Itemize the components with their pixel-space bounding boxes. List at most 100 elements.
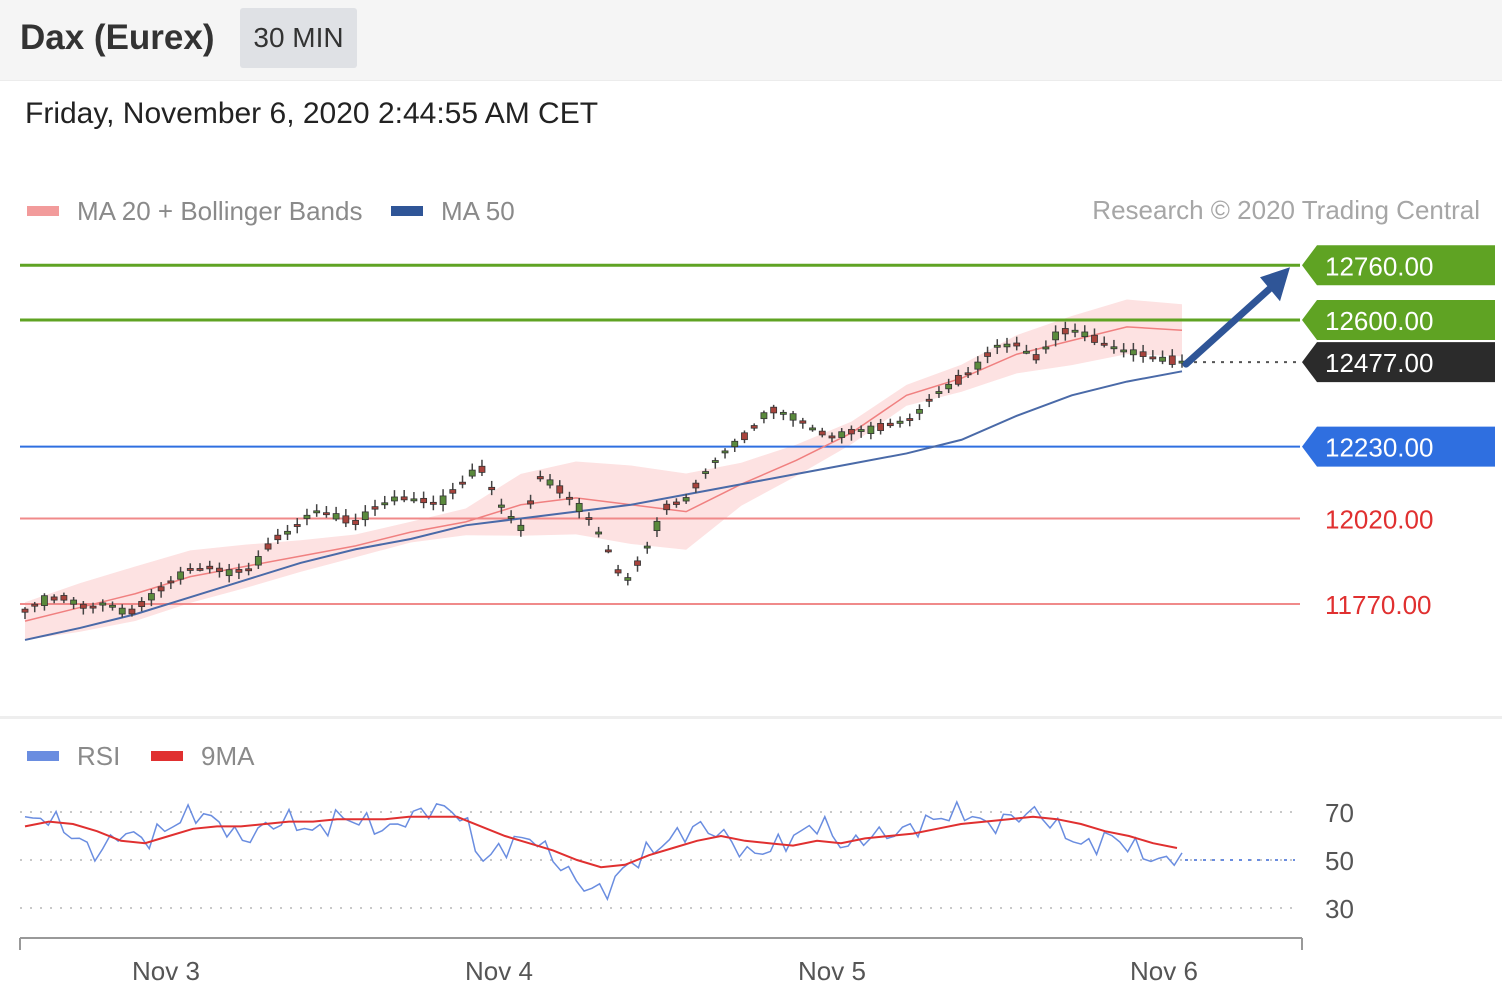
candle-body [147, 593, 155, 601]
candle-body [604, 549, 612, 553]
candle-body [964, 372, 972, 376]
candle-body [916, 409, 923, 414]
panel-divider [0, 716, 1502, 719]
candle-body [478, 465, 486, 473]
candle-body [1061, 328, 1069, 335]
interval-button[interactable]: 30 MIN [240, 8, 357, 68]
candle-body [770, 406, 778, 414]
candle-body [498, 504, 505, 508]
candle-body [186, 568, 194, 571]
candle-body [449, 489, 457, 494]
candle-body [750, 425, 758, 429]
candle-body [624, 577, 632, 581]
candle-body [711, 460, 719, 463]
candle-body [867, 425, 875, 435]
candle-body [342, 515, 350, 524]
candle-body [167, 580, 175, 584]
candle-body [352, 520, 359, 525]
candle-body [527, 500, 534, 505]
candle-body [206, 565, 214, 570]
candle-body [196, 568, 204, 571]
candle-body [614, 569, 622, 574]
candle-body [1129, 349, 1137, 356]
legend-label-ma50: MA 50 [441, 196, 515, 226]
candle-body [381, 502, 389, 506]
candle-body [1149, 356, 1157, 360]
candle-body [634, 560, 641, 566]
rsi-tick-label: 70 [1325, 798, 1354, 828]
legend-swatch-9ma [151, 751, 183, 761]
candle-body [41, 595, 48, 606]
candle-body [789, 413, 797, 421]
level-label-box-resistance [1302, 300, 1495, 340]
candle-body [517, 524, 525, 531]
forecast-arrow-head [1260, 267, 1290, 302]
candle-body [99, 602, 107, 606]
candle-body [886, 422, 894, 427]
candle-body [1120, 349, 1128, 353]
legend-label-9ma: 9MA [201, 741, 255, 771]
candle-body [225, 569, 233, 577]
candle-body [838, 431, 846, 438]
candle-body [643, 545, 651, 549]
legend-swatch-ma50 [391, 206, 423, 216]
copyright-notice: Research © 2020 Trading Central [1092, 195, 1480, 225]
candle-body [1023, 350, 1030, 354]
candle-body [1168, 355, 1176, 365]
candle-body [906, 418, 914, 421]
candle-body [60, 595, 68, 601]
candle-body [993, 344, 1001, 348]
candle-body [818, 430, 826, 436]
candle-body [70, 599, 78, 605]
legend-swatch-rsi [27, 751, 59, 761]
candle-body [1159, 356, 1166, 362]
candle-body [420, 497, 428, 504]
candle-body [361, 511, 369, 521]
candle-body [1091, 334, 1098, 343]
candle-body [857, 429, 865, 432]
candle-body [585, 517, 593, 520]
candle-body [1003, 343, 1011, 348]
legend-label-rsi: RSI [77, 741, 121, 771]
candle-body [702, 471, 709, 474]
candle-body [157, 586, 165, 592]
candle-body [682, 497, 690, 502]
candle-body [138, 601, 146, 608]
rsi-line [24, 799, 1183, 902]
candle-body [50, 596, 58, 601]
candles-group [21, 321, 1186, 620]
candle-body [575, 502, 583, 512]
candle-body [293, 524, 301, 527]
candle-body [391, 496, 398, 502]
candle-body [429, 501, 437, 505]
candle-body [945, 383, 953, 390]
legend-label-ma20: MA 20 + Bollinger Bands [77, 196, 363, 226]
level-label-box-resistance [1302, 245, 1495, 286]
candle-body [89, 605, 97, 609]
candle-body [488, 486, 496, 491]
candle-body [1139, 351, 1147, 357]
rsi-tick-label: 50 [1325, 846, 1354, 876]
level-label-box-pivot [1302, 426, 1495, 467]
instrument-title: Dax (Eurex) [20, 18, 215, 57]
candle-body [332, 513, 340, 520]
candle-body [1110, 346, 1118, 350]
candle-body [128, 608, 136, 615]
x-axis-tick-label: Nov 3 [132, 956, 200, 986]
candle-body [1081, 331, 1089, 337]
candle-body [556, 485, 564, 494]
candle-body [323, 512, 330, 516]
candle-body [1042, 346, 1050, 350]
chart-header: Dax (Eurex) 30 MIN [0, 0, 1502, 81]
candle-body [31, 603, 39, 607]
candle-body [439, 495, 447, 506]
level-label-pivot: 12230.00 [1325, 433, 1433, 463]
candle-body [779, 411, 787, 415]
bollinger-band-area [25, 299, 1182, 640]
candle-body [954, 374, 962, 385]
ma50-line [24, 370, 1183, 641]
candle-body [109, 604, 116, 608]
candle-body [1032, 354, 1040, 361]
rsi-9ma-line [24, 815, 1178, 869]
